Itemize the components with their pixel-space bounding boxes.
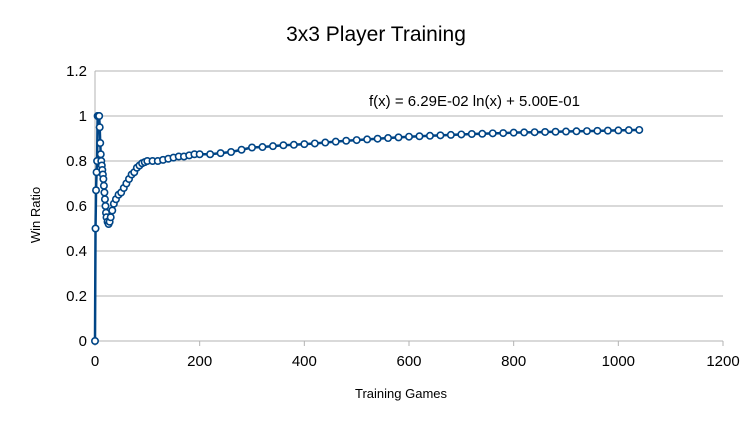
y-axis-label: Win Ratio <box>28 187 43 243</box>
trendline-equation: f(x) = 6.29E-02 ln(x) + 5.00E-01 <box>369 93 580 110</box>
x-axis-label: Training Games <box>355 386 447 401</box>
data-point <box>593 126 602 135</box>
series-line <box>93 114 640 342</box>
x-tick-label: 400 <box>292 353 317 370</box>
data-point <box>91 224 100 233</box>
data-point <box>101 202 110 211</box>
data-point <box>415 132 424 141</box>
data-point <box>541 127 550 136</box>
data-point <box>520 128 529 137</box>
data-point <box>352 136 361 145</box>
data-point <box>96 150 105 159</box>
data-point <box>237 145 246 154</box>
data-point <box>100 195 109 204</box>
y-tick-labels: 0 0.2 0.4 0.6 0.8 1 1.2 <box>66 63 87 350</box>
data-point <box>373 134 382 143</box>
data-point <box>342 136 351 145</box>
y-tick-label: 0.8 <box>66 153 87 170</box>
data-point <box>614 126 623 135</box>
data-point <box>106 213 115 222</box>
y-tick-label: 1.2 <box>66 63 87 80</box>
data-point <box>624 126 633 135</box>
x-tick-label: 200 <box>187 353 212 370</box>
x-tick-labels: 0 200 400 600 800 1000 1200 <box>91 341 740 370</box>
data-point <box>92 186 101 195</box>
data-point <box>551 127 560 136</box>
data-point <box>321 138 330 147</box>
data-point <box>268 142 277 151</box>
data-point <box>100 188 109 197</box>
data-point <box>248 143 257 152</box>
y-tick-label: 0.6 <box>66 198 87 215</box>
data-point <box>509 128 518 137</box>
data-point <box>108 206 117 215</box>
data-point <box>95 123 104 132</box>
data-series <box>91 112 644 345</box>
data-point <box>99 175 108 184</box>
data-point <box>478 129 487 138</box>
data-point <box>530 128 539 137</box>
data-point <box>300 140 309 149</box>
y-tick-label: 0 <box>79 333 87 350</box>
data-point <box>363 135 372 144</box>
data-point <box>195 150 204 159</box>
data-point <box>95 112 104 121</box>
data-point <box>99 181 108 190</box>
data-point <box>499 129 508 138</box>
x-tick-label: 800 <box>501 353 526 370</box>
data-point <box>279 141 288 150</box>
data-point <box>635 125 644 134</box>
data-point <box>603 126 612 135</box>
data-point <box>561 127 570 136</box>
data-point <box>258 143 267 152</box>
data-point <box>457 130 466 139</box>
data-point <box>289 140 298 149</box>
x-tick-label: 1000 <box>602 353 635 370</box>
data-point <box>488 129 497 138</box>
y-tick-label: 0.2 <box>66 288 87 305</box>
chart-title: 3x3 Player Training <box>286 23 466 46</box>
grid-lines <box>95 70 723 342</box>
data-point <box>310 139 319 148</box>
y-tick-label: 0.4 <box>66 243 87 260</box>
data-point <box>572 127 581 136</box>
data-point <box>436 131 445 140</box>
x-tick-label: 1200 <box>706 353 739 370</box>
data-point <box>206 150 215 159</box>
data-point <box>394 133 403 142</box>
data-point <box>425 131 434 140</box>
data-point <box>227 148 236 157</box>
data-point <box>96 139 105 148</box>
data-point <box>91 336 100 345</box>
data-point <box>582 127 591 136</box>
data-point <box>446 130 455 139</box>
y-tick-label: 1 <box>79 108 87 125</box>
data-point <box>384 134 393 143</box>
x-tick-label: 0 <box>91 353 99 370</box>
data-point <box>404 132 413 141</box>
x-tick-label: 600 <box>396 353 421 370</box>
data-point <box>216 149 225 158</box>
data-point <box>467 130 476 139</box>
data-point <box>331 137 340 146</box>
